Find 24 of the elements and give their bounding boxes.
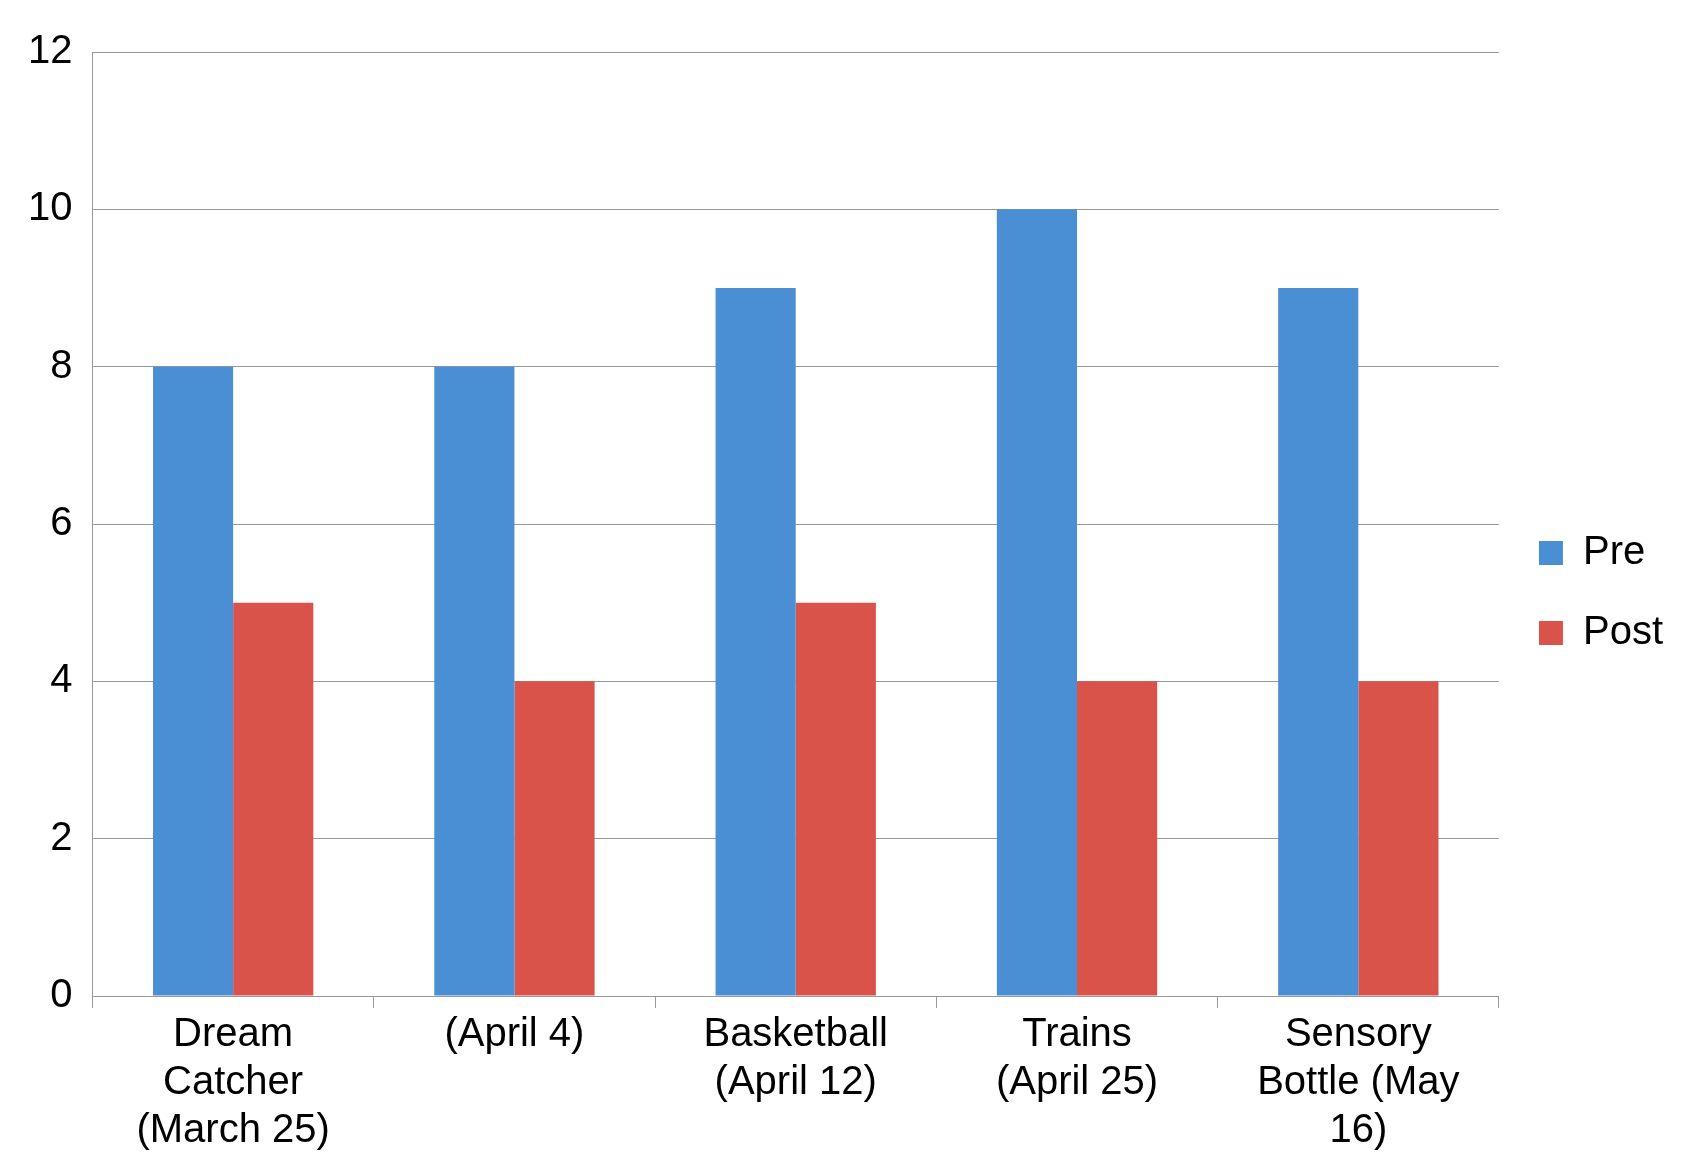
- x-tick-label: Basketball (April 12): [703, 1010, 889, 1103]
- bar: [514, 681, 595, 996]
- bar: [233, 602, 314, 996]
- bar: [715, 288, 796, 996]
- bar: [1077, 681, 1158, 996]
- y-tick-label: 12: [27, 27, 73, 72]
- y-tick-label: 6: [50, 499, 73, 544]
- x-tick-label: Trains (April 25): [995, 1010, 1159, 1103]
- bar: [1278, 288, 1359, 996]
- x-tick-label: (April 4): [444, 1010, 585, 1055]
- bar: [1358, 681, 1439, 996]
- y-tick-label: 2: [50, 813, 73, 858]
- bar: [434, 366, 515, 996]
- y-tick-label: 10: [27, 184, 73, 229]
- bar: [795, 602, 876, 996]
- legend-label: Pre: [1582, 528, 1646, 573]
- bar: [152, 366, 234, 996]
- y-tick-label: 8: [50, 341, 73, 386]
- x-tick-label: Dream Catcher (March 25): [136, 1010, 330, 1151]
- x-tick-label: Sensory Bottle (May 16): [1257, 1010, 1460, 1151]
- y-tick-label: 4: [50, 656, 73, 701]
- legend-label: Post: [1582, 608, 1664, 653]
- bar: [996, 209, 1078, 996]
- y-tick-label: 0: [50, 971, 73, 1016]
